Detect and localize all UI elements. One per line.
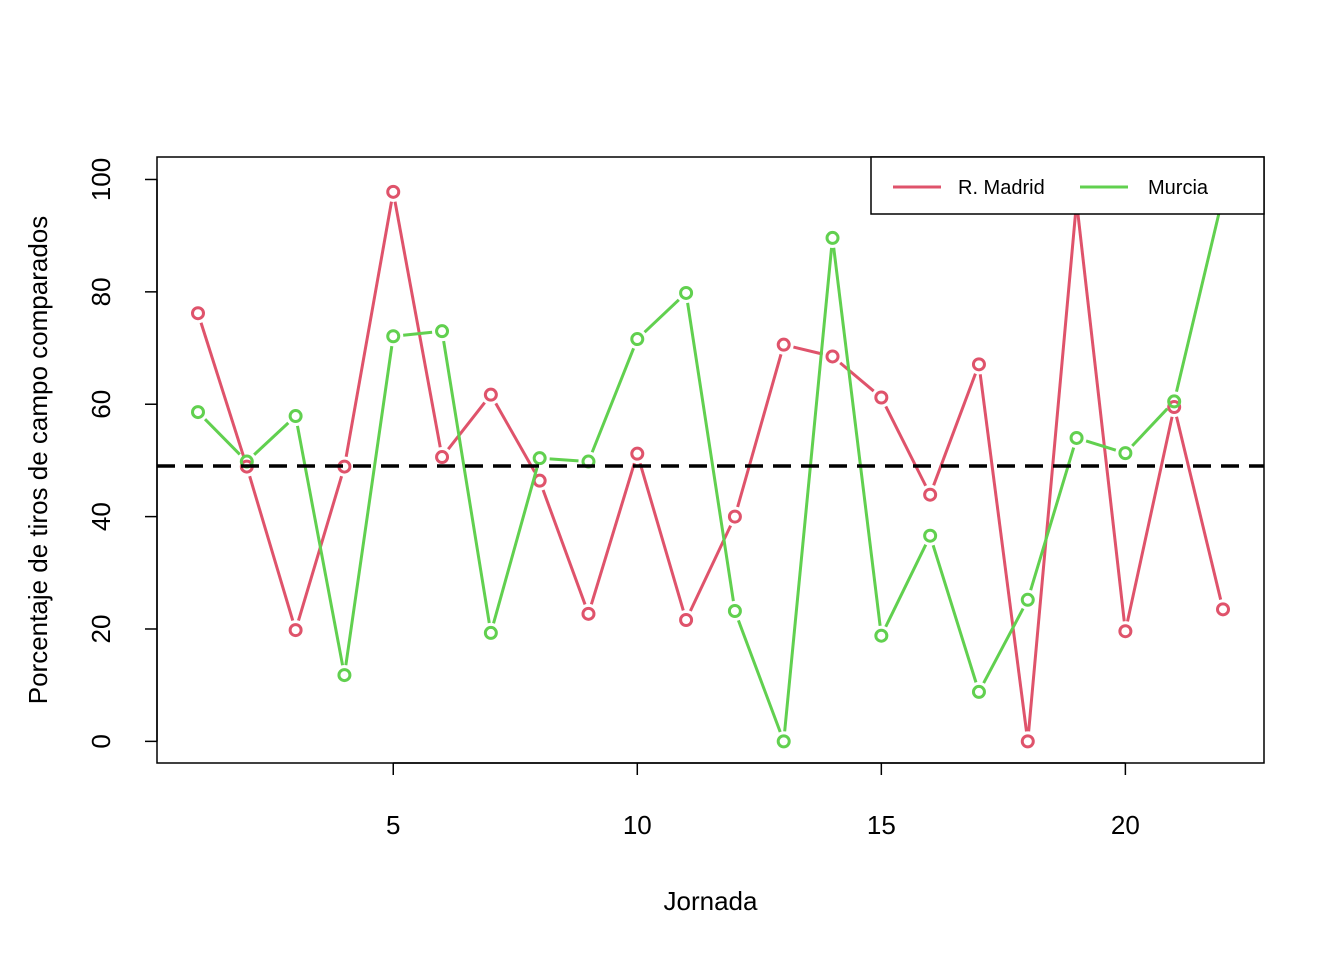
series-line-segment bbox=[549, 457, 579, 463]
data-point bbox=[1020, 592, 1035, 607]
series-line-segment bbox=[344, 345, 394, 666]
y-tick-label: 60 bbox=[86, 390, 116, 419]
data-point bbox=[435, 450, 450, 465]
x-tick-label: 5 bbox=[386, 810, 400, 840]
data-point bbox=[1069, 430, 1084, 445]
series-line-segment bbox=[295, 425, 345, 666]
data-point bbox=[1167, 400, 1182, 415]
series-line-segment bbox=[982, 607, 1025, 684]
y-tick-label: 100 bbox=[86, 158, 116, 201]
series-line-segment bbox=[978, 374, 1028, 732]
x-axis-title: Jornada bbox=[664, 886, 758, 916]
data-point bbox=[630, 332, 645, 347]
series-line-segment bbox=[932, 373, 977, 486]
data-point bbox=[776, 734, 791, 749]
series-line-segment bbox=[1131, 407, 1169, 447]
data-point bbox=[191, 405, 205, 420]
data-point bbox=[191, 306, 205, 321]
data-point bbox=[971, 357, 986, 372]
series-line-segment bbox=[447, 401, 486, 451]
y-tick-label: 80 bbox=[86, 277, 116, 306]
data-point bbox=[1216, 602, 1230, 617]
series-line-segment bbox=[1085, 439, 1117, 452]
y-axis-title: Porcentaje de tiros de campo comparados bbox=[23, 216, 53, 705]
series-line-segment bbox=[686, 302, 735, 602]
series-line-segment bbox=[839, 361, 875, 393]
data-point bbox=[1118, 446, 1133, 461]
y-tick-label: 40 bbox=[86, 502, 116, 531]
series-0 bbox=[191, 184, 1230, 749]
series-line-segment bbox=[736, 353, 783, 508]
series-line-segment bbox=[199, 322, 246, 458]
data-point bbox=[1020, 734, 1035, 749]
series-line-segment bbox=[442, 340, 491, 624]
series-line-segment bbox=[492, 467, 539, 624]
x-tick-label: 10 bbox=[623, 810, 652, 840]
data-point bbox=[1167, 394, 1182, 409]
series-line-segment bbox=[931, 544, 978, 683]
series-line-segment bbox=[793, 345, 824, 356]
data-point bbox=[1118, 624, 1133, 639]
data-point bbox=[874, 390, 889, 405]
series-line-segment bbox=[737, 619, 782, 733]
data-point bbox=[874, 628, 889, 643]
data-point bbox=[386, 329, 401, 344]
data-point bbox=[288, 623, 303, 638]
series-line-segment bbox=[1027, 211, 1078, 732]
data-point bbox=[435, 324, 450, 339]
data-point bbox=[971, 684, 986, 699]
x-tick-label: 20 bbox=[1111, 810, 1140, 840]
series-line-segment bbox=[1126, 416, 1174, 622]
series-line-segment bbox=[494, 402, 537, 473]
series-line-segment bbox=[832, 247, 882, 626]
legend: R. Madrid Murcia bbox=[870, 156, 1265, 215]
series-line-segment bbox=[643, 298, 680, 334]
data-point bbox=[727, 604, 742, 619]
data-point bbox=[532, 451, 547, 466]
legend-label: Murcia bbox=[1148, 177, 1209, 199]
data-point bbox=[630, 446, 645, 461]
series-line-segment bbox=[253, 421, 290, 456]
series-line-segment bbox=[1175, 416, 1223, 600]
series-line-segment bbox=[884, 405, 927, 487]
data-point bbox=[581, 606, 596, 621]
data-point bbox=[679, 285, 694, 300]
data-point bbox=[337, 668, 352, 683]
series-line-segment bbox=[589, 462, 636, 605]
series-line-segment bbox=[1076, 211, 1126, 622]
series-line-segment bbox=[1029, 447, 1076, 591]
data-point bbox=[727, 509, 742, 524]
data-point bbox=[483, 625, 498, 640]
series-line-segment bbox=[248, 475, 295, 621]
data-point bbox=[483, 387, 498, 402]
data-point bbox=[923, 487, 938, 502]
series-line-segment bbox=[884, 544, 928, 628]
series-line-segment bbox=[590, 347, 635, 453]
data-point bbox=[923, 528, 938, 543]
y-tick-label: 0 bbox=[86, 734, 116, 748]
series-line-segment bbox=[203, 418, 241, 456]
series-line-segment bbox=[344, 201, 393, 458]
data-point bbox=[825, 349, 840, 364]
series-line-segment bbox=[1175, 205, 1223, 393]
series-line-segment bbox=[393, 201, 442, 448]
data-point bbox=[386, 184, 401, 199]
data-point bbox=[288, 409, 303, 424]
y-tick-label: 20 bbox=[86, 615, 116, 644]
series-line-segment bbox=[783, 247, 834, 732]
legend-label: R. Madrid bbox=[958, 177, 1045, 199]
series-line-segment bbox=[541, 489, 587, 605]
series-line-segment bbox=[403, 330, 433, 337]
x-tick-label: 15 bbox=[867, 810, 896, 840]
data-point bbox=[776, 337, 791, 352]
data-point bbox=[679, 612, 694, 627]
series-line-segment bbox=[638, 462, 685, 611]
data-point bbox=[825, 230, 840, 245]
